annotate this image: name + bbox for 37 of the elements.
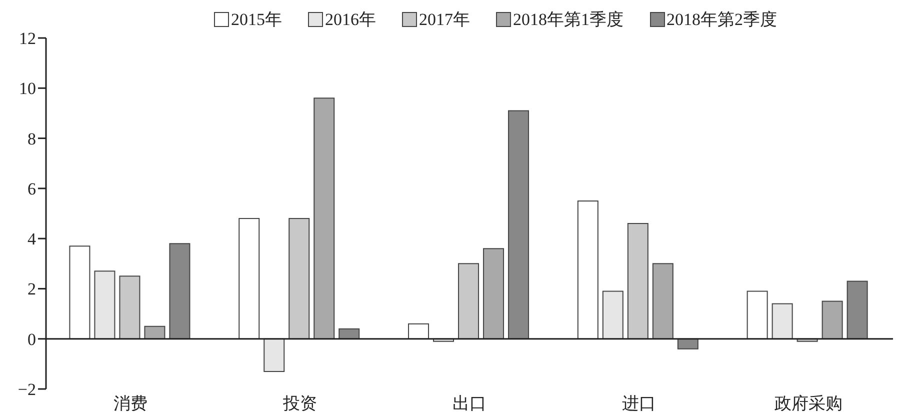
bar — [458, 263, 480, 340]
bar — [677, 338, 698, 350]
x-tick-label: 消费 — [114, 394, 148, 414]
legend-label: 2015年 — [230, 9, 282, 31]
y-tick-label: 0 — [28, 330, 36, 349]
bar — [483, 248, 504, 340]
y-tick-label: 4 — [28, 230, 36, 249]
bar — [288, 218, 310, 340]
legend-label: 2016年 — [324, 9, 376, 31]
bar — [119, 276, 140, 340]
bar — [408, 323, 430, 340]
bar — [238, 218, 260, 340]
bar — [94, 270, 116, 340]
bar — [772, 303, 793, 340]
x-tick-label: 出口 — [452, 394, 486, 414]
legend-label: 2018年第1季度 — [512, 9, 624, 31]
bar — [314, 98, 335, 340]
bar — [846, 280, 868, 340]
bar — [602, 290, 624, 340]
bar — [169, 243, 190, 340]
y-tick-label: 12 — [19, 29, 36, 48]
y-tick-label: 2 — [28, 280, 36, 299]
legend-label: 2017年 — [418, 9, 470, 31]
x-tick-label: 进口 — [622, 394, 656, 414]
bar — [746, 290, 768, 340]
bar — [627, 223, 648, 340]
bar — [577, 200, 598, 340]
bar — [508, 110, 530, 340]
y-tick-label: 6 — [28, 179, 36, 198]
y-tick-label: 8 — [28, 129, 36, 148]
y-tick-label: −2 — [18, 380, 36, 400]
bar — [822, 300, 843, 340]
bar — [69, 246, 90, 340]
bar — [652, 263, 674, 340]
y-tick-label: 10 — [19, 79, 36, 98]
legend-label: 2018年第2季度 — [666, 9, 777, 31]
bar — [264, 338, 285, 372]
